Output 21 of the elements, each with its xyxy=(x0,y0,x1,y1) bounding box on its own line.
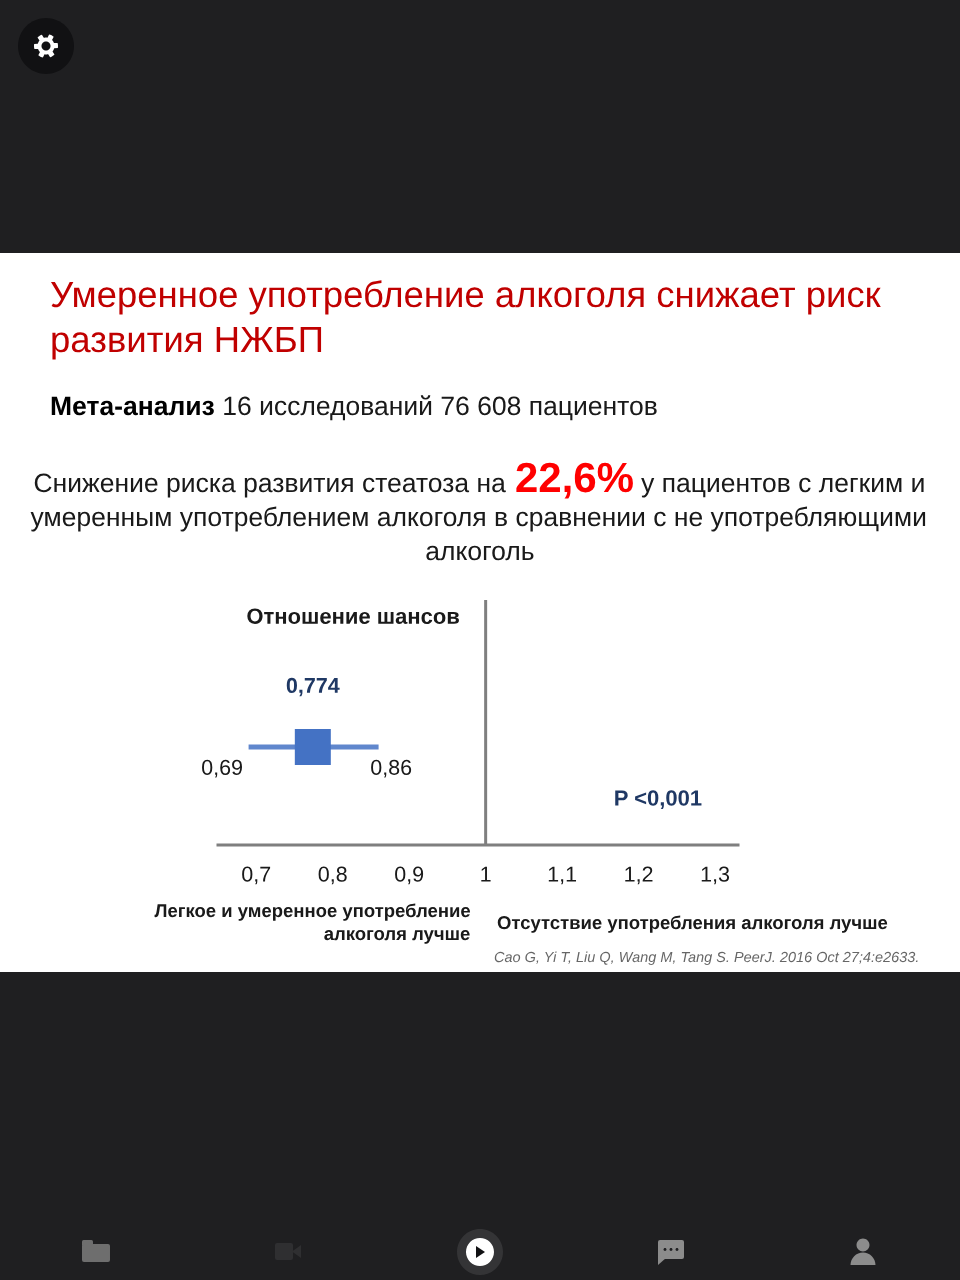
x-tick-label: 1,3 xyxy=(701,866,730,885)
x-tick-label: 0,9 xyxy=(395,866,424,885)
x-tick-label: 0,8 xyxy=(318,866,347,885)
annotation: Отношение шансов xyxy=(247,608,459,624)
text: 22,6% xyxy=(516,462,633,499)
x-tick-label: 1,2 xyxy=(625,866,653,885)
annotation: P <0,001 xyxy=(615,790,702,810)
x-tick-label: 1,1 xyxy=(548,866,577,885)
chart-subtitle: Мета-анализ 16 исследований 76 608 пациентов xyxy=(51,395,657,421)
annotation: 0,69 xyxy=(202,759,243,778)
chart-title: Умеренное употребление алкоголя снижает риск развития НЖБП xyxy=(50,280,881,360)
text: Отсутствие употребления алкоголя лучше xyxy=(497,915,888,933)
x-tick-label: 0,7 xyxy=(242,866,271,885)
annotation: 0,86 xyxy=(371,759,412,778)
text: Снижение риска развития стеатоза на xyxy=(34,473,506,498)
x-tick-label: 1 xyxy=(481,866,491,882)
text: Cao G, Yi T, Liu Q, Wang M, Tang S. PeerJ. 2016 Oct 27;4:e2633. xyxy=(494,951,918,966)
text: у пациентов с легким и xyxy=(641,477,924,498)
text: Легкое и умеренное употребление алкоголя лучше xyxy=(154,903,471,944)
data-label: 0,774 xyxy=(286,677,340,697)
text: умеренным употреблением алкоголя в сравнении с не употребляющими алкоголь xyxy=(30,506,926,561)
